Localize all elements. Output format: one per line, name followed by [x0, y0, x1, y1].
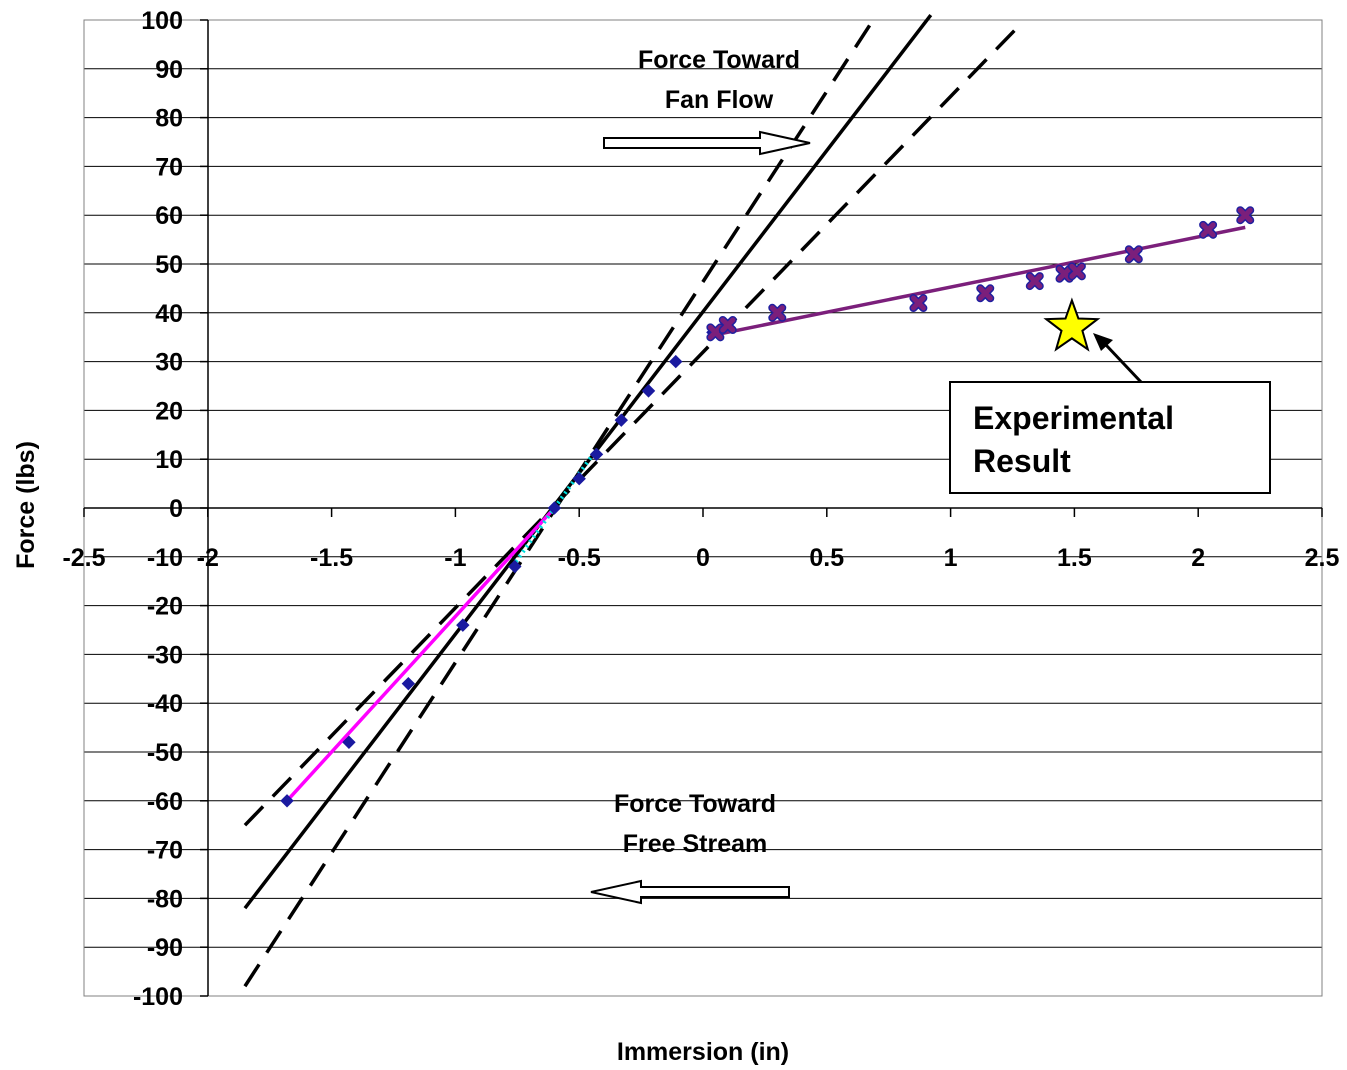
y-tick-label: 50: [155, 251, 183, 279]
solid-fit-line: [715, 225, 1246, 337]
diamond-point: [641, 384, 656, 398]
x-point-inner: [1200, 222, 1216, 238]
y-tick-label: 70: [155, 153, 183, 181]
x-tick-label: -2: [197, 544, 219, 572]
y-tick-label: 90: [155, 56, 183, 84]
x-tick-label: 0.5: [809, 544, 844, 572]
x-point-inner: [1237, 207, 1253, 223]
x-axis-title: Immersion (in): [617, 1038, 789, 1066]
x-tick-label: 0: [696, 544, 710, 572]
callout-arrowhead-icon: [1093, 333, 1113, 351]
diamond-point: [456, 618, 470, 632]
y-tick-label: -40: [147, 690, 183, 718]
y-tick-label: 60: [155, 202, 183, 230]
y-tick-label: 80: [155, 105, 183, 133]
callout-arrow-shaft: [1104, 343, 1143, 384]
x-tick-label: 2: [1191, 544, 1205, 572]
dashed-fit-line: [243, 23, 1022, 827]
experimental-result-callout: [949, 381, 1271, 494]
callout-line2: Result: [973, 443, 1071, 479]
y-tick-label: 100: [141, 7, 183, 35]
experimental-result-star-icon: [1043, 297, 1101, 352]
x-point-inner: [1057, 266, 1072, 282]
solid-fit-line: [243, 14, 933, 910]
y-tick-label: -20: [147, 593, 183, 621]
diamond-point: [280, 794, 294, 808]
x-point-inner: [910, 295, 926, 311]
solid-fit-line: [285, 506, 556, 802]
y-tick-label: 0: [169, 495, 183, 523]
axes: [83, 19, 1323, 997]
y-tick-label: -90: [147, 934, 183, 962]
annotation-fan-flow-line1: Force Toward: [638, 46, 800, 74]
diamond-point: [547, 501, 562, 515]
diamond-point: [589, 447, 604, 462]
diamond-point: [614, 413, 628, 427]
x-point-inner: [1027, 273, 1043, 289]
x-tick-label: -1.5: [310, 544, 353, 572]
annotation-fan-flow-line2: Fan Flow: [665, 86, 774, 114]
x-point-inner: [707, 324, 723, 340]
x-tick-label: -1: [444, 544, 466, 572]
x-tick-label: 2.5: [1305, 544, 1340, 572]
y-tick-label: -100: [133, 983, 183, 1011]
x-tick-label: -2.5: [62, 544, 105, 572]
y-tick-label: 20: [155, 397, 183, 425]
fit-lines: [243, 14, 1246, 988]
x-point-inner: [1069, 263, 1085, 279]
annotation-free-stream-line2: Free Stream: [623, 830, 768, 858]
arrow-left-icon: [590, 879, 790, 905]
y-tick-label: -30: [147, 641, 183, 669]
tick-labels: 1009080706050403020100-10-20-30-40-50-60…: [62, 7, 1339, 1011]
diamond-point: [508, 559, 522, 574]
x-point-inner: [720, 317, 736, 333]
x-tick-label: 1.5: [1057, 544, 1092, 572]
x-tick-label: 1: [944, 544, 958, 572]
arrow-right-icon: [603, 130, 811, 156]
callout-line1: Experimental: [973, 400, 1174, 436]
diamond-point: [669, 354, 683, 369]
y-tick-label: -60: [147, 788, 183, 816]
diamond-point: [401, 676, 416, 691]
y-axis-title: Force (lbs): [12, 441, 40, 569]
y-tick-label: -70: [147, 837, 183, 865]
y-tick-label: -10: [147, 544, 183, 572]
x-point-inner: [977, 285, 993, 301]
y-tick-label: -80: [147, 885, 183, 913]
diamond-point: [572, 472, 586, 486]
y-tick-label: 40: [155, 300, 183, 328]
x-point-inner: [1126, 246, 1142, 262]
y-tick-label: -50: [147, 739, 183, 767]
x-point-inner: [769, 305, 785, 321]
data-points: [280, 206, 1255, 808]
y-tick-label: 30: [155, 349, 183, 377]
x-tick-label: -0.5: [558, 544, 601, 572]
annotation-free-stream-line1: Force Toward: [614, 790, 776, 818]
y-tick-label: 10: [155, 446, 183, 474]
diamond-point: [342, 735, 356, 749]
